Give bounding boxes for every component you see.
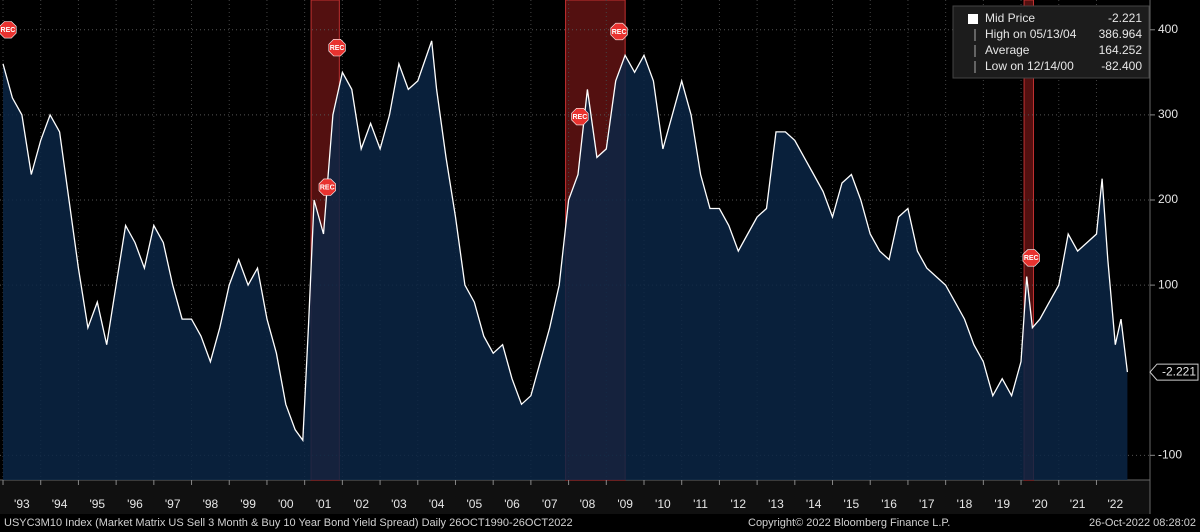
line (2, 40, 1129, 443)
footer-center: Copyright© 2022 Bloomberg Finance L.P. (748, 517, 950, 529)
x-tick-label: '10 (655, 497, 671, 511)
annotation-label: REC (330, 45, 345, 52)
last-value-label: -2.221 (1162, 364, 1196, 378)
x-tick-label: '98 (203, 497, 219, 511)
legend-value: -2.221 (1108, 11, 1142, 25)
x-tick-label: '21 (1070, 497, 1086, 511)
legend: Mid Price -2.221 High on 05/13/04 386.964 Av… (952, 5, 1150, 79)
y-tick-label: 200 (1158, 192, 1178, 206)
x-tick-label: '08 (580, 497, 596, 511)
plot-area: REC REC REC REC REC REC (0, 0, 1150, 481)
x-tick-label: '05 (467, 497, 483, 511)
annotation-label: REC (320, 185, 335, 192)
annotation: REC (328, 38, 346, 57)
x-tick-label: '03 (391, 497, 407, 511)
footer-left: USYC3M10 Index (Market Matrix US Sell 3 … (4, 517, 573, 529)
x-tick-label: '01 (316, 497, 332, 511)
x-tick-label: '19 (994, 497, 1010, 511)
annotation: REC (318, 178, 336, 196)
annotation: REC (610, 22, 628, 41)
legend-label: High on 05/13/04 (985, 27, 1077, 41)
annotation-marker (610, 22, 628, 41)
x-tick-label: '07 (542, 497, 558, 511)
y-tick-label: 400 (1158, 22, 1178, 36)
x-tick-label: '09 (617, 497, 633, 511)
area-fill (3, 40, 1128, 481)
x-tick-label: '99 (240, 497, 256, 511)
x-tick-label: '15 (844, 497, 860, 511)
x-tick-label: '22 (1107, 497, 1123, 511)
x-tick-label: '95 (89, 497, 105, 511)
x-tick-label: '93 (14, 497, 30, 511)
legend-value: 386.964 (1099, 27, 1143, 41)
annotation-marker (1022, 249, 1040, 267)
x-tick-label: '13 (768, 497, 784, 511)
x-tick-label: '11 (693, 497, 708, 511)
annotation-label: REC (573, 114, 588, 121)
x-tick-label: '17 (919, 497, 935, 511)
legend-label: Average (985, 43, 1030, 57)
legend-swatch (968, 14, 978, 24)
x-tick-label: '00 (278, 497, 294, 511)
x-tick-label: '06 (504, 497, 520, 511)
annotation: REC (0, 21, 17, 39)
x-tick-label: '94 (52, 497, 68, 511)
legend-value: -82.400 (1101, 59, 1142, 73)
x-tick-label: '04 (429, 497, 445, 511)
y-tick-label: -100 (1158, 447, 1182, 461)
x-tick-label: '16 (881, 497, 897, 511)
legend-box (952, 5, 1150, 79)
x-tick-label: '14 (806, 497, 822, 511)
y-tick-label: 300 (1158, 107, 1178, 121)
last-value-pointer (1149, 363, 1199, 381)
y-tick-label: 100 (1158, 277, 1178, 291)
annotation-marker (571, 108, 589, 126)
annotation-marker (328, 38, 346, 57)
legend-value: 164.252 (1099, 43, 1143, 57)
x-tick-label: '97 (165, 497, 181, 511)
x-tick-label: '12 (730, 497, 746, 511)
annotation-marker (318, 178, 336, 196)
x-tick-label: '96 (127, 497, 143, 511)
annotation-marker (0, 21, 17, 39)
annotation-label: REC (1024, 255, 1039, 262)
legend-label: Mid Price (985, 11, 1035, 25)
legend-label: Low on 12/14/00 (985, 59, 1074, 73)
x-tick-label: '20 (1032, 497, 1048, 511)
x-axis-band (0, 480, 1150, 514)
x-tick-label: '02 (353, 497, 369, 511)
annotation-label: REC (1, 27, 16, 34)
annotation-label: REC (612, 29, 627, 36)
annotation: REC (571, 108, 589, 126)
footer-right: 26-Oct-2022 08:28:02 (1089, 517, 1196, 529)
x-tick-label: '18 (957, 497, 973, 511)
annotation: REC (1022, 249, 1040, 267)
